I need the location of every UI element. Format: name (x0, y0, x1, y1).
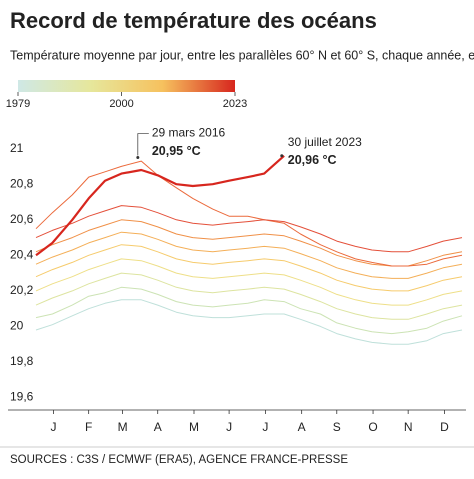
x-tick-label: A (154, 420, 162, 434)
y-tick-label: 19,6 (10, 390, 34, 404)
y-tick-label: 20 (10, 319, 24, 333)
series-line (35, 154, 285, 257)
x-tick-label: O (368, 420, 377, 434)
colorbar-label: 2000 (109, 98, 133, 110)
x-tick-label: J (262, 420, 268, 434)
annotation-point (136, 156, 140, 160)
annotation-point (280, 154, 284, 158)
colorbar (18, 80, 235, 92)
leader-line (137, 133, 149, 156)
x-tick-label: N (404, 420, 413, 434)
x-tick-label: S (333, 420, 341, 434)
annotation-date: 29 mars 2016 (152, 126, 226, 140)
x-tick-label: M (118, 420, 128, 434)
annotation-date: 30 juillet 2023 (288, 135, 362, 149)
series-line (35, 299, 463, 345)
annotation-value: 20,96 °C (288, 153, 337, 167)
chart-subtitle: Température moyenne par jour, entre les … (10, 48, 474, 62)
series-line (35, 231, 463, 279)
series-line (35, 160, 463, 267)
annotation-value: 20,95 °C (152, 144, 201, 158)
y-tick-label: 20,2 (10, 283, 34, 297)
series-line (35, 272, 463, 320)
x-tick-label: A (298, 420, 306, 434)
x-tick-label: M (189, 420, 199, 434)
y-tick-label: 20,4 (10, 248, 34, 262)
y-tick-label: 19,8 (10, 354, 34, 368)
y-tick-label: 20,6 (10, 212, 34, 226)
y-tick-label: 20,8 (10, 176, 34, 190)
x-tick-label: F (85, 420, 92, 434)
y-tick-label: 21 (10, 141, 24, 155)
series-line (35, 219, 463, 267)
x-tick-label: J (51, 420, 57, 434)
x-tick-label: J (226, 420, 232, 434)
colorbar-label: 1979 (6, 98, 30, 110)
chart-title: Record de température des océans (10, 8, 377, 33)
series-line (35, 244, 463, 292)
source: SOURCES : C3S / ECMWF (ERA5), AGENCE FRA… (10, 454, 348, 466)
x-tick-label: D (440, 420, 449, 434)
series-line (35, 258, 463, 306)
colorbar-label: 2023 (223, 98, 247, 110)
series-line (35, 286, 463, 335)
series-line (35, 205, 463, 253)
